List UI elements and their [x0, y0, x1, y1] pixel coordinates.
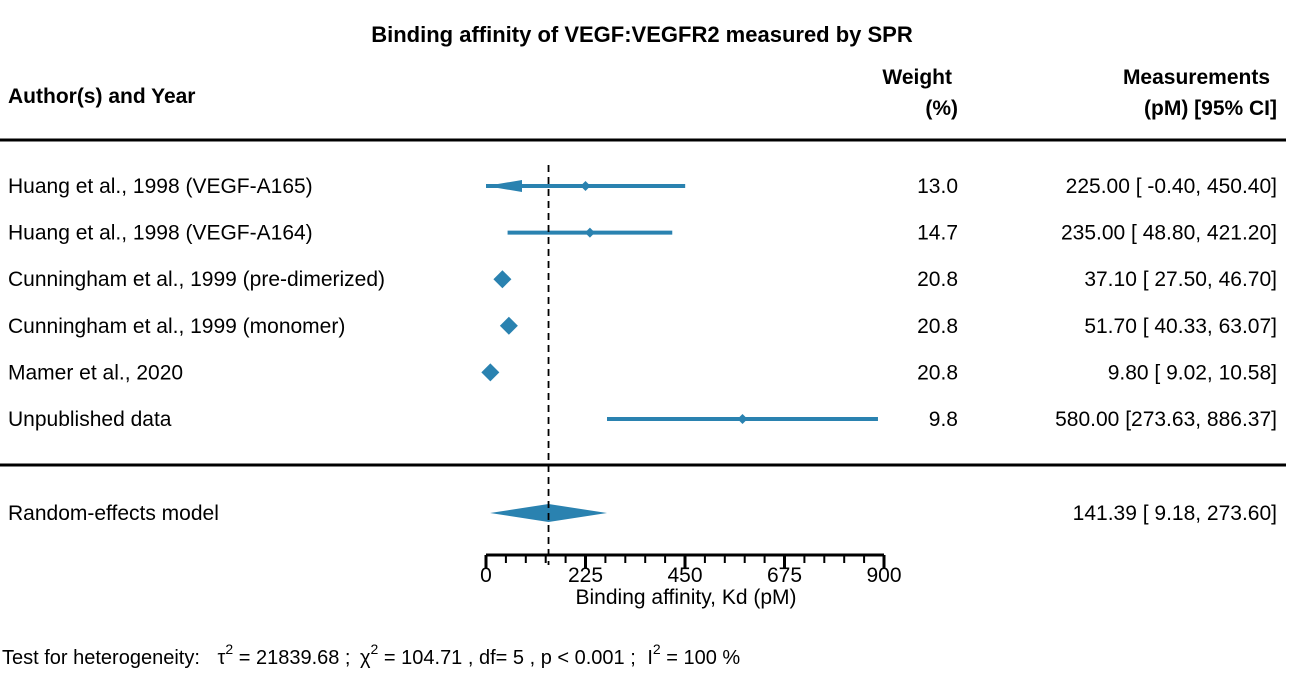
tau-superscript: 2 [225, 641, 233, 657]
chart-title: Binding affinity of VEGF:VEGFR2 measured… [371, 22, 913, 47]
study-label: Huang et al., 1998 (VEGF-A164) [8, 222, 313, 245]
pooled-ci: 141.39 [ 9.18, 273.60] [1073, 502, 1277, 525]
study-ci: 9.80 [ 9.02, 10.58] [1108, 361, 1277, 384]
study-ci: 580.00 [273.63, 886.37] [1055, 408, 1277, 431]
i-superscript: 2 [653, 641, 661, 657]
study-label: Mamer et al., 2020 [8, 361, 183, 384]
point-estimate-marker [493, 270, 512, 289]
x-tick-label: 675 [767, 564, 802, 587]
tau-symbol: τ [217, 647, 225, 669]
study-weight: 13.0 [917, 175, 958, 198]
study-label: Unpublished data [8, 408, 172, 431]
study-ci: 235.00 [ 48.80, 421.20] [1061, 222, 1277, 245]
chi-superscript: 2 [371, 641, 379, 657]
chi-symbol: χ [360, 647, 371, 669]
study-weight: 20.8 [917, 361, 958, 384]
study-ci: 51.70 [ 40.33, 63.07] [1084, 315, 1277, 338]
tau-value: = 21839.68 ; [233, 647, 350, 669]
point-estimate-marker [481, 363, 500, 382]
study-weight: 20.8 [917, 315, 958, 338]
point-estimate-marker [499, 316, 518, 335]
study-ci: 225.00 [ -0.40, 450.40] [1066, 175, 1277, 198]
measurement-column-header-line2: (pM) [95% CI] [1144, 97, 1277, 120]
x-axis: 0 225 450 675 900 [480, 553, 902, 587]
study-rows: Huang et al., 1998 (VEGF-A165) 13.0 225.00… [8, 175, 1277, 525]
study-label: Huang et al., 1998 (VEGF-A165) [8, 175, 313, 198]
x-tick-label: 225 [568, 564, 603, 587]
i-value: = 100 % [661, 647, 741, 669]
x-axis-label: Binding affinity, Kd (pM) [576, 586, 797, 609]
chi-value: = 104.71 , df= 5 , p < 0.001 ; [378, 647, 635, 669]
heterogeneity-line: Test for heterogeneity: τ2 = 21839.68 ; … [2, 641, 740, 669]
weight-column-header-line1: Weight [882, 66, 952, 89]
pooled-label: Random-effects model [8, 502, 219, 525]
point-estimate-marker [580, 181, 591, 191]
measurement-column-header-line1: Measurements [1123, 66, 1270, 89]
x-tick-label: 0 [480, 564, 492, 587]
study-weight: 14.7 [917, 222, 958, 245]
study-label: Cunningham et al., 1999 (monomer) [8, 315, 345, 338]
study-ci: 37.10 [ 27.50, 46.70] [1084, 268, 1277, 291]
weight-column-header-line2: (%) [925, 97, 958, 120]
study-weight: 20.8 [917, 268, 958, 291]
study-weight: 9.8 [929, 408, 958, 431]
i-symbol: I [647, 647, 653, 669]
point-estimate-marker [584, 227, 595, 238]
x-tick-label: 450 [667, 564, 702, 587]
x-tick-label: 900 [866, 564, 901, 587]
study-column-header: Author(s) and Year [8, 85, 195, 108]
plot-marks [481, 165, 878, 565]
point-estimate-marker [737, 414, 748, 424]
ci-truncation-arrow [486, 180, 522, 192]
study-label: Cunningham et al., 1999 (pre-dimerized) [8, 268, 385, 291]
heterogeneity-prefix: Test for heterogeneity: [2, 647, 200, 669]
